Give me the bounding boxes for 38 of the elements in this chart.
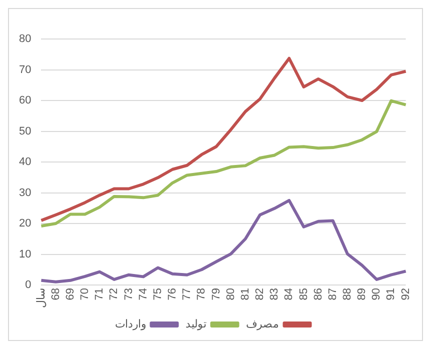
x-tick-label: 83 — [268, 288, 281, 300]
x-tick-label: 74 — [137, 288, 150, 300]
y-tick-label: 70 — [18, 64, 32, 76]
x-tick-label: 85 — [298, 288, 310, 300]
y-tick-label: 50 — [18, 125, 32, 138]
y-tick-label: 40 — [18, 156, 32, 168]
x-tick-label: 90 — [370, 288, 383, 300]
x-tick-label: 78 — [196, 288, 208, 300]
x-tick-label: 76 — [166, 288, 179, 300]
x-tick-label: 73 — [122, 288, 135, 300]
x-tick-label: 69 — [64, 288, 76, 300]
legend-label: تولید — [185, 318, 206, 331]
x-tick-label: 84 — [283, 288, 296, 300]
x-tick-label: 75 — [152, 288, 164, 300]
x-tick-label: 92 — [400, 288, 412, 300]
x-tick-label: 91 — [385, 288, 398, 300]
x-tick-label: سال — [35, 288, 48, 308]
y-tick-label: 30 — [18, 186, 32, 199]
x-tick-label: 70 — [79, 288, 92, 300]
y-tick-label: 10 — [18, 248, 32, 260]
x-tick-label: 87 — [326, 288, 339, 300]
x-tick-label: 86 — [312, 288, 324, 300]
x-tick-label: 89 — [356, 288, 368, 300]
x-tick-label: 80 — [224, 288, 237, 300]
y-tick-label: 60 — [18, 94, 32, 107]
x-tick-label: 82 — [254, 288, 266, 300]
y-tick-label: 80 — [18, 33, 32, 46]
y-tick-label: 20 — [18, 218, 32, 230]
x-tick-label: 88 — [342, 288, 354, 300]
y-tick-label: 0 — [25, 279, 32, 292]
x-tick-label: 68 — [50, 288, 62, 300]
x-tick-label: 81 — [239, 288, 252, 300]
x-tick-label: 79 — [210, 288, 222, 300]
legend-label: مصرف — [246, 318, 279, 331]
legend-label: واردات — [114, 318, 146, 331]
x-tick-label: 77 — [181, 288, 194, 300]
x-tick-label: 72 — [108, 288, 120, 300]
x-tick-label: 71 — [94, 288, 106, 300]
